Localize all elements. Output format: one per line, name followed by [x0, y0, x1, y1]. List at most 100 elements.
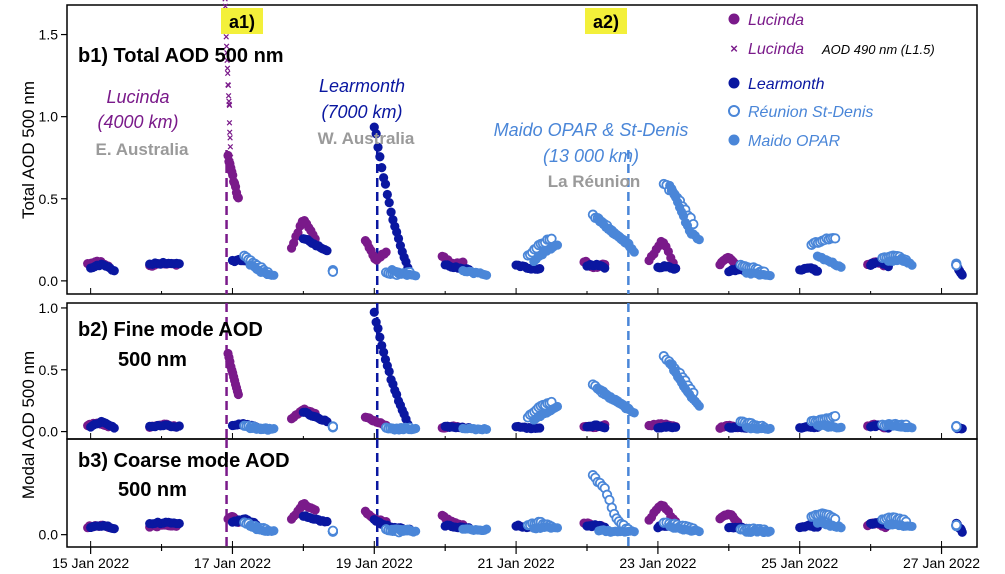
point-p1-s1-c1-7: × [228, 163, 234, 175]
point-p3-s3-c2-11 [481, 524, 492, 534]
point-p1-s2-c4-9 [386, 207, 396, 217]
point-p3-s3-c8-11 [907, 521, 917, 532]
point-p2-s3-c8-11 [907, 423, 917, 433]
point-p1-s2-c10-11 [812, 266, 823, 276]
panel-b2-title-line2: 500 nm [118, 349, 187, 371]
point-p1-s1-c0-11: × [225, 80, 231, 92]
data-points: ×××××××××××××××××××××××××××× [83, 0, 967, 538]
point-p1-s2-c4-7 [382, 189, 392, 200]
point-p1-s4-c8-11 [907, 260, 917, 270]
legend-marker-lucinda [728, 13, 740, 25]
a2-label: a2) [593, 12, 619, 32]
lucinda-site-distance: (4000 km) [97, 112, 178, 132]
point-p1-s2-c6-11 [535, 264, 545, 274]
point-p1-s2-c8-11 [671, 263, 681, 274]
point-p1-s2-c4-6 [380, 179, 391, 189]
point-p3-s3-c5-15 [694, 526, 704, 537]
legend-label-maido: Maido OPAR [748, 133, 841, 150]
maido-region: La Réunion [548, 172, 641, 191]
ytick-label-p1-2: 1.0 [39, 109, 59, 125]
xtick-label-2: 19 Jan 2022 [336, 555, 413, 571]
point-p1-s1-c0-4: × [223, 31, 229, 43]
point-p1-s1-c0-15: × [226, 100, 232, 112]
legend-marker-learmonth [728, 77, 740, 89]
legend-label-learmonth: Learmonth [748, 76, 825, 93]
point-p2-s1-c4-8 [384, 366, 394, 377]
a1-highlight [221, 8, 263, 34]
point-p3-s3-c3-11 [552, 523, 563, 533]
panel-b3-title-line2: 500 nm [118, 479, 187, 501]
point-p2-s3-c3-11 [552, 401, 563, 412]
xtick-label-5: 25 Jan 2022 [761, 555, 838, 571]
point-p1-s3-c1-5 [327, 266, 339, 277]
point-p2-s1-c4-0 [369, 307, 379, 317]
axis-ticks: 0.0 0.5 1.0 1.5 0.0 0.5 1.0 0.0 15 Jan 2022 17 Ja… [39, 27, 981, 571]
point-p1-s4-c2-11 [481, 270, 492, 280]
point-p2-s3-c4-15 [629, 408, 639, 418]
point-p1-s3-c7-11 [830, 233, 841, 244]
point-p1-s2-c12-7 [957, 270, 967, 280]
panel-b2-ylabel: Modal AOD 500 nm [19, 351, 38, 499]
learmonth-site-distance: (7000 km) [321, 102, 402, 122]
xtick-label-1: 17 Jan 2022 [194, 555, 271, 571]
point-p1-s0-c2-11 [233, 193, 243, 203]
point-p1-s1-c1-6: × [228, 163, 234, 175]
xtick-label-6: 27 Jan 2022 [903, 555, 980, 571]
point-p3-s3-c6-11 [765, 526, 775, 536]
point-p2-s1-c6-11 [535, 423, 545, 433]
point-p2-s2-c9-5 [951, 421, 962, 432]
ytick-label-p3-0: 0.0 [39, 527, 59, 543]
legend-label-lucinda: Lucinda [748, 12, 804, 29]
point-p3-s1-c0-11 [109, 524, 119, 534]
point-p1-s1-c0-1: × [222, 1, 228, 13]
point-p3-s1-c12-7 [957, 527, 967, 537]
point-p1-s4-c1-11 [411, 271, 421, 281]
point-p1-s1-c1-10: × [229, 173, 235, 185]
a1-label: a1) [229, 12, 255, 32]
point-p1-s2-c1-11 [174, 259, 184, 269]
point-p1-s2-c4-13 [393, 233, 404, 244]
point-p2-s1-c8-11 [671, 422, 681, 432]
point-p1-s4-c7-11 [836, 262, 846, 272]
point-p1-s0-c4-11 [381, 247, 391, 257]
point-p3-s3-c7-11 [836, 523, 846, 533]
legend-label-reunion: Réunion St-Denis [748, 104, 873, 121]
point-p3-s3-c0-11 [269, 526, 279, 536]
point-p1-s4-c0-11 [269, 270, 279, 280]
ytick-label-p1-1: 0.5 [39, 191, 59, 207]
point-p2-s3-c7-11 [836, 422, 846, 432]
maido-site-name: Maido OPAR & St-Denis [494, 120, 689, 140]
point-p1-s1-c1-9: × [229, 169, 235, 181]
xtick-label-3: 21 Jan 2022 [478, 555, 555, 571]
point-p1-s1-c1-1: × [227, 127, 233, 139]
point-p2-s3-c1-11 [411, 423, 421, 434]
point-p2-s1-c0-11 [109, 423, 119, 433]
point-p2-s1-c4-3 [375, 332, 385, 342]
point-p2-s1-c1-11 [174, 421, 184, 431]
point-p2-s3-c5-15 [694, 401, 704, 411]
point-p2-s1-c7-11 [600, 423, 610, 433]
panel-b3-frame [66, 438, 978, 548]
lucinda-site-name: Lucinda [106, 87, 169, 107]
point-p2-s1-c4-5 [379, 347, 389, 357]
point-p1-s1-c1-3: × [227, 141, 233, 153]
point-p1-s1-c1-8: × [228, 168, 234, 180]
ytick-label-p2-1: 0.5 [39, 362, 59, 378]
point-p2-s3-c6-11 [765, 423, 775, 434]
point-p1-s2-c3-11 [322, 246, 332, 256]
point-p1-s1-c0-10: × [225, 80, 231, 92]
panel-b1-title: b1) Total AOD 500 nm [78, 45, 284, 67]
point-p1-s1-c0-7: × [224, 55, 230, 67]
point-p1-s2-c4-8 [384, 198, 394, 208]
point-p1-s1-c0-8: × [224, 63, 230, 75]
xtick-label-0: 15 Jan 2022 [52, 555, 129, 571]
point-p1-s1-c0-5: × [223, 41, 229, 53]
panel-b3-title: b3) Coarse mode AOD [78, 450, 290, 472]
point-p1-s2-c7-11 [600, 263, 610, 273]
point-p3-s2-c9-5 [951, 519, 962, 531]
point-p1-s1-c1-2: × [227, 133, 233, 145]
point-p1-s2-c4-3 [375, 152, 385, 162]
point-p1-s1-c1-4: × [227, 152, 233, 164]
ytick-label-p2-2: 1.0 [39, 300, 59, 316]
